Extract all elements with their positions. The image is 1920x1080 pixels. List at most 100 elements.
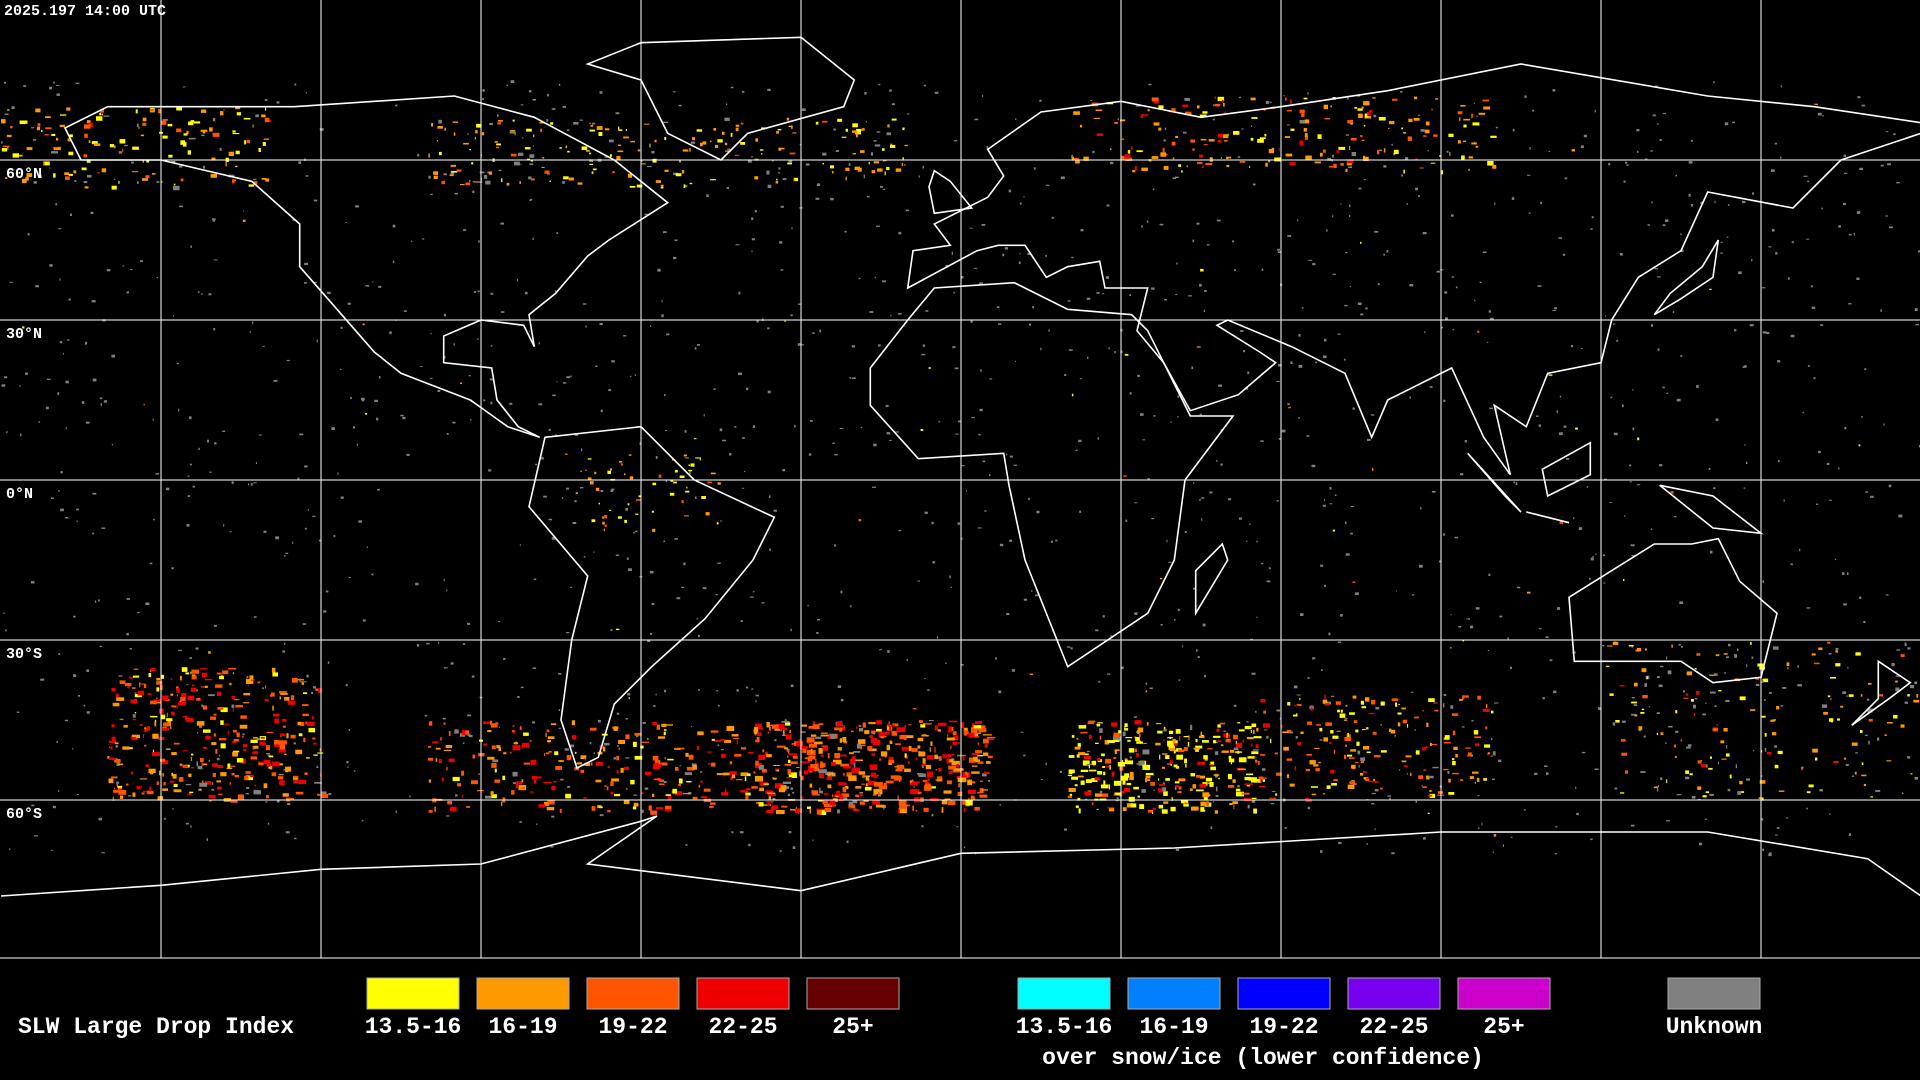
cloud-pixel — [1828, 653, 1832, 655]
cloud-pixel — [1340, 203, 1342, 205]
cloud-pixel — [392, 224, 396, 228]
cloud-pixel — [347, 766, 349, 768]
cloud-pixel — [769, 724, 773, 727]
cloud-pixel — [1463, 118, 1470, 121]
cloud-pixel — [800, 731, 806, 733]
cloud-pixel — [186, 130, 189, 135]
cloud-pixel — [178, 165, 183, 168]
cloud-pixel — [1902, 792, 1904, 794]
cloud-pixel — [1045, 762, 1047, 766]
cloud-pixel — [1590, 838, 1593, 841]
cloud-pixel — [1693, 704, 1696, 709]
cloud-pixel — [855, 132, 861, 135]
cloud-pixel — [681, 586, 684, 588]
cloud-pixel — [553, 781, 557, 783]
cloud-pixel — [599, 814, 604, 817]
cloud-pixel — [1446, 150, 1449, 153]
cloud-pixel — [1865, 491, 1869, 493]
cloud-pixel — [1361, 106, 1364, 109]
cloud-pixel — [287, 803, 291, 805]
cloud-pixel — [1373, 114, 1377, 118]
cloud-pixel — [822, 120, 828, 123]
cloud-pixel — [1459, 117, 1461, 122]
cloud-pixel — [851, 768, 861, 774]
cloud-pixel — [1094, 793, 1102, 797]
cloud-pixel — [1728, 643, 1731, 647]
cloud-pixel — [1283, 95, 1285, 97]
cloud-pixel — [754, 762, 762, 769]
cloud-pixel — [442, 717, 446, 720]
cloud-pixel — [1636, 129, 1640, 132]
cloud-pixel — [878, 792, 880, 795]
cloud-pixel — [740, 122, 744, 125]
cloud-pixel — [1335, 701, 1341, 705]
cloud-pixel — [142, 790, 150, 792]
cloud-pixel — [800, 795, 803, 800]
cloud-pixel — [917, 745, 921, 749]
legend-swatch — [1017, 977, 1111, 1010]
cloud-pixel — [284, 642, 286, 645]
cloud-pixel — [978, 728, 987, 733]
cloud-pixel — [1180, 799, 1189, 803]
cloud-pixel — [845, 176, 847, 181]
cloud-pixel — [220, 772, 227, 777]
cloud-pixel — [1213, 774, 1220, 776]
cloud-pixel — [529, 740, 532, 742]
cloud-pixel — [1349, 712, 1355, 715]
cloud-pixel — [1209, 764, 1214, 766]
cloud-pixel — [36, 126, 40, 131]
cloud-pixel — [799, 144, 801, 146]
cloud-pixel — [428, 721, 433, 726]
cloud-pixel — [1409, 396, 1411, 399]
cloud-pixel — [1346, 159, 1354, 164]
cloud-pixel — [188, 137, 196, 140]
cloud-pixel — [884, 171, 886, 176]
cloud-pixel — [242, 748, 247, 751]
cloud-pixel — [1374, 230, 1379, 233]
cloud-pixel — [1444, 291, 1448, 294]
cloud-pixel — [911, 781, 920, 784]
cloud-pixel — [1143, 742, 1147, 744]
cloud-pixel — [1221, 750, 1229, 753]
cloud-pixel — [1749, 324, 1754, 327]
cloud-pixel — [1088, 764, 1090, 769]
cloud-pixel — [503, 657, 506, 660]
cloud-pixel — [1328, 165, 1333, 168]
cloud-pixel — [1538, 628, 1542, 630]
cloud-pixel — [925, 764, 932, 770]
cloud-pixel — [1085, 779, 1092, 783]
cloud-pixel — [261, 178, 267, 180]
cloud-pixel — [167, 123, 173, 127]
cloud-pixel — [49, 86, 52, 90]
cloud-pixel — [271, 772, 277, 777]
cloud-pixel — [1738, 271, 1742, 275]
cloud-pixel — [1175, 135, 1178, 138]
cloud-pixel — [1006, 453, 1008, 456]
cloud-pixel — [640, 160, 643, 162]
cloud-pixel — [1121, 138, 1125, 140]
cloud-pixel — [1324, 118, 1330, 120]
cloud-pixel — [482, 97, 484, 100]
cloud-pixel — [1203, 144, 1208, 146]
cloud-pixel — [126, 598, 130, 600]
cloud-pixel — [1147, 109, 1150, 112]
cloud-pixel — [931, 813, 934, 817]
cloud-pixel — [653, 705, 656, 707]
cloud-pixel — [1844, 757, 1846, 760]
cloud-pixel — [490, 345, 493, 347]
cloud-pixel — [1236, 791, 1244, 797]
cloud-pixel — [1460, 105, 1466, 107]
cloud-pixel — [1172, 177, 1175, 179]
cloud-pixel — [868, 722, 876, 725]
cloud-pixel — [26, 173, 33, 177]
cloud-pixel — [562, 105, 566, 108]
cloud-pixel — [1256, 727, 1259, 732]
cloud-pixel — [689, 182, 693, 185]
cloud-pixel — [140, 134, 145, 137]
cloud-pixel — [815, 121, 819, 125]
cloud-pixel — [1393, 149, 1399, 155]
cloud-pixel — [1286, 110, 1292, 112]
cloud-pixel — [209, 127, 213, 132]
cloud-pixel — [1681, 249, 1684, 253]
cloud-pixel — [1623, 180, 1626, 183]
